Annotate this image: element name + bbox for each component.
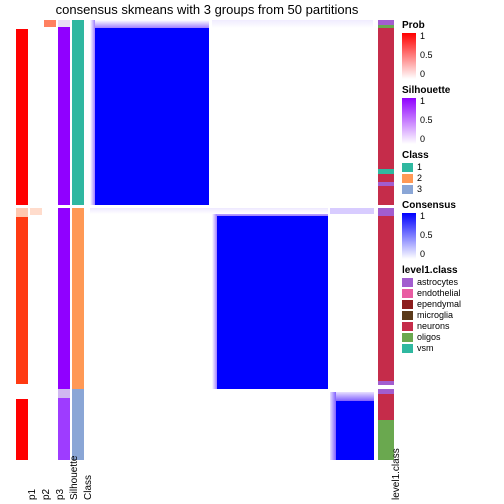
legend-gradient <box>402 98 416 144</box>
plot-area <box>16 20 396 460</box>
legend-item: 1 <box>402 162 502 172</box>
ann-col-p1 <box>16 20 28 460</box>
legend-area: Prob10.50Silhouette10.50Class123Consensu… <box>402 14 502 353</box>
ann-col-Silhouette <box>58 20 70 460</box>
x-label-Silhouette: Silhouette <box>69 456 80 500</box>
legend-item: endothelial <box>402 288 502 298</box>
legend-item: ependymal <box>402 299 502 309</box>
legend-title: level1.class <box>402 265 502 276</box>
x-label-p3: p3 <box>55 489 66 500</box>
legend-item: 2 <box>402 173 502 183</box>
legend-swatch <box>402 185 413 194</box>
legend-swatch <box>402 278 413 287</box>
legend-swatch <box>402 163 413 172</box>
legend-item: neurons <box>402 321 502 331</box>
x-label-level1.class: level1.class <box>391 448 402 500</box>
ann-col-p3 <box>44 20 56 460</box>
legend-title: Consensus <box>402 200 502 211</box>
ann-col-p2 <box>30 20 42 460</box>
legend-item: 3 <box>402 184 502 194</box>
legend-item: oligos <box>402 332 502 342</box>
legend-swatch <box>402 289 413 298</box>
legend-title: Silhouette <box>402 85 502 96</box>
legend-item: microglia <box>402 310 502 320</box>
ann-col-Class <box>72 20 84 460</box>
x-label-Class: Class <box>83 475 94 500</box>
legend-gradient <box>402 33 416 79</box>
x-label-p1: p1 <box>27 489 38 500</box>
legend-swatch <box>402 344 413 353</box>
legend-swatch <box>402 333 413 342</box>
legend-swatch <box>402 300 413 309</box>
legend-title: Prob <box>402 20 502 31</box>
legend-swatch <box>402 174 413 183</box>
plot-title: consensus skmeans with 3 groups from 50 … <box>30 2 384 17</box>
ann-col-level1.class <box>378 20 394 460</box>
legend-item: vsm <box>402 343 502 353</box>
legend-gradient <box>402 213 416 259</box>
legend-swatch <box>402 322 413 331</box>
legend-swatch <box>402 311 413 320</box>
consensus-heatmap <box>90 20 374 460</box>
legend-item: astrocytes <box>402 277 502 287</box>
x-label-p2: p2 <box>41 489 52 500</box>
legend-title: Class <box>402 150 502 161</box>
